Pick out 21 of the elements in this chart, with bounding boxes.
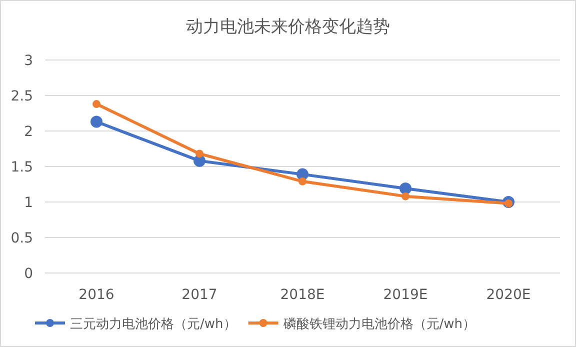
y-tick-label: 0.5 <box>10 230 33 246</box>
point <box>90 116 102 128</box>
point <box>400 182 412 195</box>
chart-title: 动力电池未来价格变化趋势 <box>186 17 390 37</box>
y-tick-label: 1 <box>24 195 33 211</box>
point <box>92 100 100 108</box>
y-tick-label: 0 <box>24 266 33 282</box>
y-tick-label: 2.5 <box>10 88 33 104</box>
y-tick-label: 3 <box>24 53 33 69</box>
y-tick-label: 1.5 <box>10 160 33 176</box>
x-tick-label: 2016 <box>78 287 114 303</box>
x-tick-label: 2018E <box>280 287 325 303</box>
x-tick-label: 2019E <box>383 287 428 303</box>
legend-label: 磷酸铁锂动力电池价格（元/wh） <box>282 317 476 332</box>
point <box>298 177 306 186</box>
x-tick-label: 2017 <box>182 287 218 303</box>
y-tick-label: 2 <box>24 124 33 140</box>
point <box>196 150 204 158</box>
point <box>402 192 410 200</box>
x-tick-label: 2020E <box>486 287 531 303</box>
legend-label: 三元动力电池价格（元/wh） <box>70 317 236 332</box>
